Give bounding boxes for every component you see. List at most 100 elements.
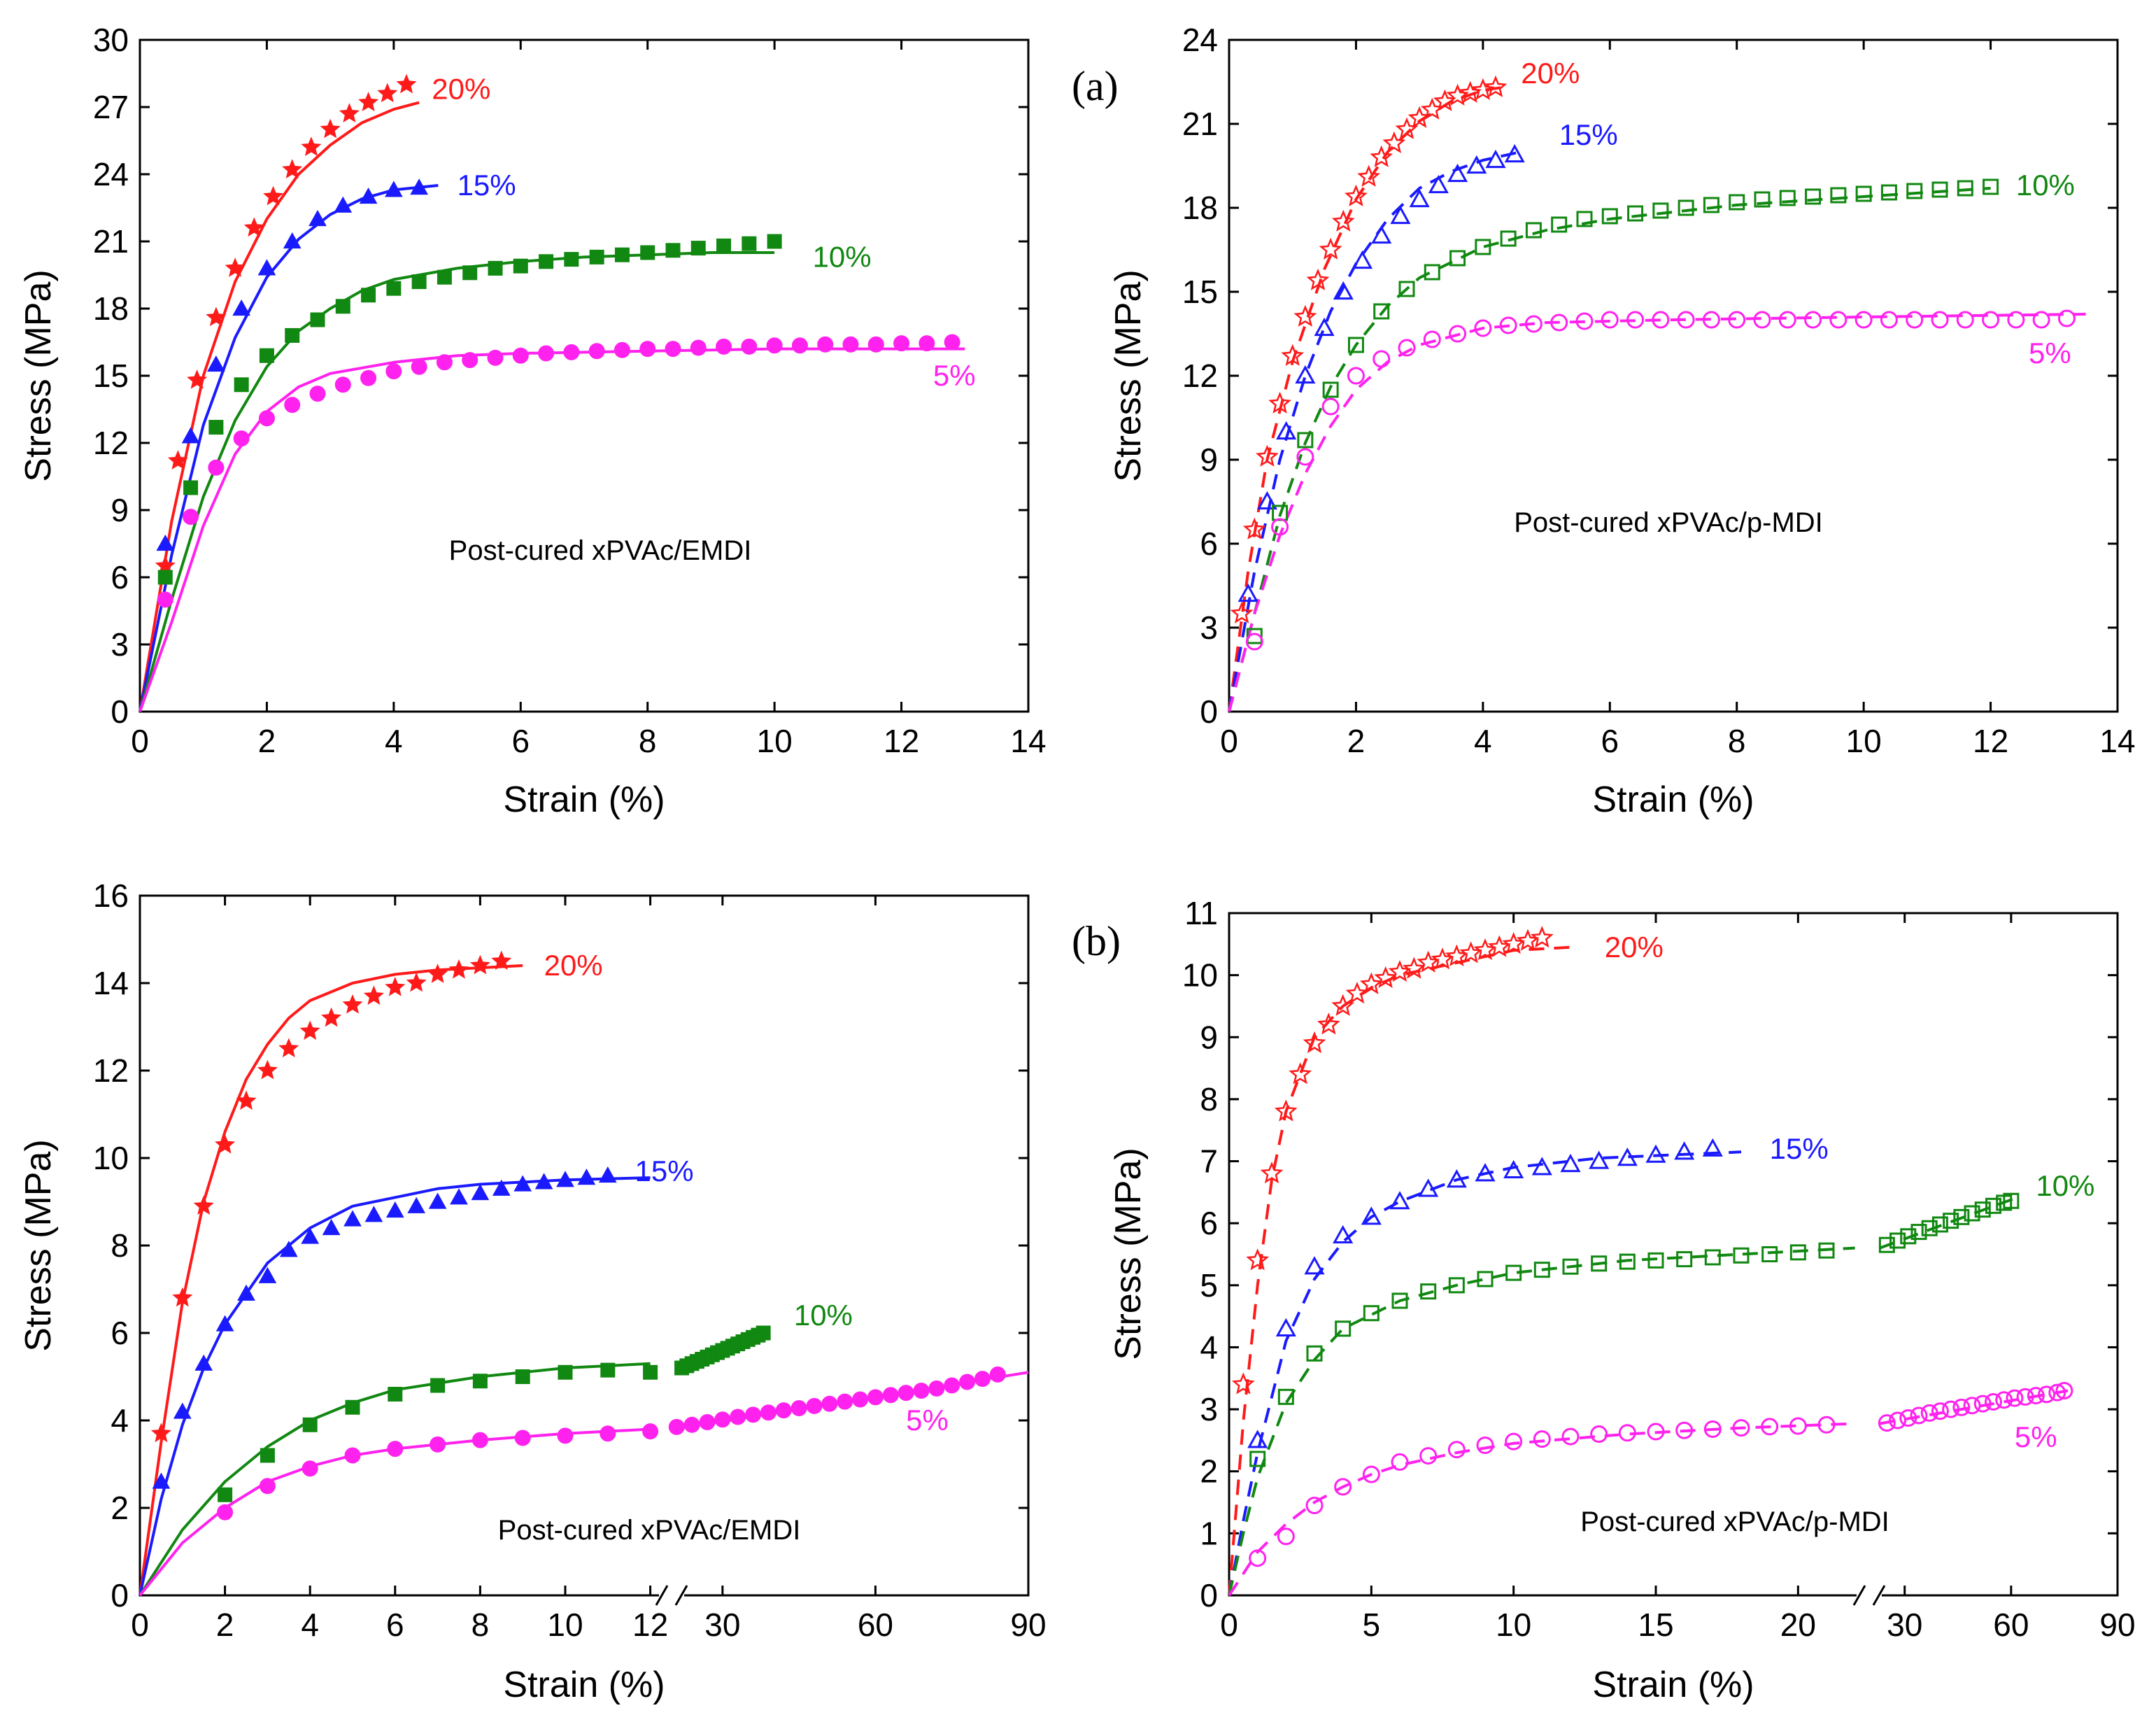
- data-point-circle: [2055, 1382, 2073, 1399]
- data-point-circle: [1920, 1404, 1938, 1422]
- data-point-circle: [1647, 1423, 1665, 1441]
- data-point-triangle: [1447, 163, 1468, 183]
- data-point-circle: [852, 1391, 869, 1408]
- data-point-star: [1231, 1372, 1255, 1395]
- x-tick-label: 4: [385, 723, 403, 759]
- data-point-circle: [699, 1414, 716, 1430]
- data-point-triangle: [1475, 1163, 1496, 1182]
- data-point-circle: [387, 1441, 404, 1458]
- y-tick-label: 27: [93, 89, 129, 125]
- data-point-circle: [821, 1395, 838, 1412]
- data-point-star: [1268, 391, 1292, 414]
- x-ticks: 0 2 4 6 8 10 12 30 60 90: [131, 896, 1047, 1643]
- data-point-triangle: [1446, 1169, 1467, 1188]
- data-point-circle: [1476, 1437, 1494, 1454]
- data-point-circle: [1362, 1465, 1380, 1483]
- data-point-star: [1484, 75, 1508, 97]
- data-point-circle: [790, 1400, 807, 1416]
- plot-frame: [1228, 38, 2119, 713]
- data-point-square: [1931, 181, 1948, 198]
- y-tick-label: 18: [1182, 190, 1218, 226]
- x-tick-label: 2: [216, 1607, 234, 1643]
- data-point-square: [1789, 1244, 1806, 1261]
- data-point-triangle: [534, 1173, 553, 1190]
- data-point-circle: [258, 410, 275, 427]
- data-point-circle: [1245, 633, 1263, 651]
- data-point-circle: [1789, 1417, 1807, 1435]
- data-point-circle: [2032, 311, 2050, 329]
- x-tick-label: 6: [1601, 723, 1619, 759]
- data-point-star: [1374, 966, 1398, 989]
- data-point-square: [690, 241, 706, 256]
- data-point-square: [1398, 281, 1415, 297]
- data-point-square: [756, 1325, 771, 1341]
- data-point-square: [1551, 216, 1568, 233]
- data-point-triangle: [1485, 149, 1506, 169]
- fits: [139, 101, 965, 712]
- x-tick-label: 60: [858, 1607, 893, 1643]
- data-point-circle: [989, 1366, 1006, 1383]
- data-point-triangle: [410, 178, 428, 195]
- data-point-circle: [1449, 325, 1467, 343]
- data-point-square: [1277, 1388, 1294, 1405]
- chart-b-right: 0 5 10 15 20 30 60 90 0 1 2 3 4 5 6 7 8 9 10 11 20% 15% 10% 5…: [1108, 895, 2136, 1705]
- data-point-circle: [1561, 1427, 1580, 1446]
- data-point-star: [187, 369, 208, 389]
- y-tick-label: 0: [1200, 1577, 1218, 1614]
- data-point-circle: [690, 339, 707, 356]
- markers: [1230, 75, 2076, 651]
- data-point-circle: [1899, 1409, 1917, 1427]
- data-point-triangle: [1531, 1157, 1552, 1176]
- data-point-square: [157, 570, 173, 585]
- plot-frame: [139, 38, 1030, 713]
- fit-curve: [1228, 1422, 1855, 1597]
- data-point-square: [1591, 1255, 1608, 1272]
- data-point-square: [345, 1399, 360, 1415]
- annotation: Post-cured xPVAc/p-MDI: [1580, 1506, 1889, 1537]
- data-point-square: [1424, 264, 1440, 281]
- data-point-square: [388, 1387, 403, 1402]
- y-ticks: 0 3 6 9 12 15 18 21 24: [1182, 22, 2118, 730]
- data-point-circle: [430, 1436, 446, 1453]
- data-point-circle: [766, 337, 783, 354]
- y-tick-label: 6: [111, 559, 129, 595]
- fit-curve: [1228, 1150, 1742, 1596]
- data-point-square: [430, 1378, 446, 1393]
- data-point-square: [1533, 1262, 1550, 1278]
- data-point-square: [1306, 1345, 1323, 1362]
- y-ticks: 0 2 4 6 8 10 12 14 16: [93, 877, 1028, 1614]
- y-tick-label: 8: [111, 1227, 129, 1264]
- x-ticks: 0 2 4 6 8 10 12 14: [131, 40, 1047, 759]
- data-point-circle: [1447, 1441, 1466, 1459]
- data-point-circle: [1305, 1496, 1324, 1514]
- data-point-triangle: [1389, 1191, 1410, 1210]
- axis-break-mark: [674, 1585, 688, 1606]
- data-point-star: [1357, 164, 1381, 187]
- data-point-circle: [1804, 311, 1822, 329]
- data-point-square: [1601, 208, 1618, 225]
- y-tick-label: 18: [93, 290, 129, 327]
- fit-curve: [1228, 187, 1991, 712]
- data-point-star: [377, 83, 398, 103]
- fits: [1228, 945, 2069, 1597]
- data-point-star: [448, 959, 469, 979]
- data-point-circle: [563, 344, 580, 360]
- data-point-star: [282, 159, 303, 178]
- y-tick-label: 21: [93, 223, 129, 260]
- data-point-square: [767, 234, 782, 249]
- data-point-square: [1297, 432, 1314, 449]
- data-point-triangle: [237, 1284, 255, 1301]
- data-point-star: [1246, 1248, 1270, 1271]
- data-point-triangle: [1371, 225, 1392, 244]
- y-ticks: 0 1 2 3 4 5 6 7 8 9 10 11: [1182, 895, 2118, 1614]
- data-point-circle: [668, 1418, 685, 1435]
- data-point-triangle: [1702, 1138, 1723, 1157]
- data-point-square: [1347, 337, 1364, 353]
- data-point-circle: [1702, 311, 1720, 329]
- data-point-star: [150, 1423, 171, 1443]
- data-point-square: [335, 299, 350, 314]
- data-point-circle: [588, 343, 605, 360]
- axis-break: [655, 1585, 688, 1606]
